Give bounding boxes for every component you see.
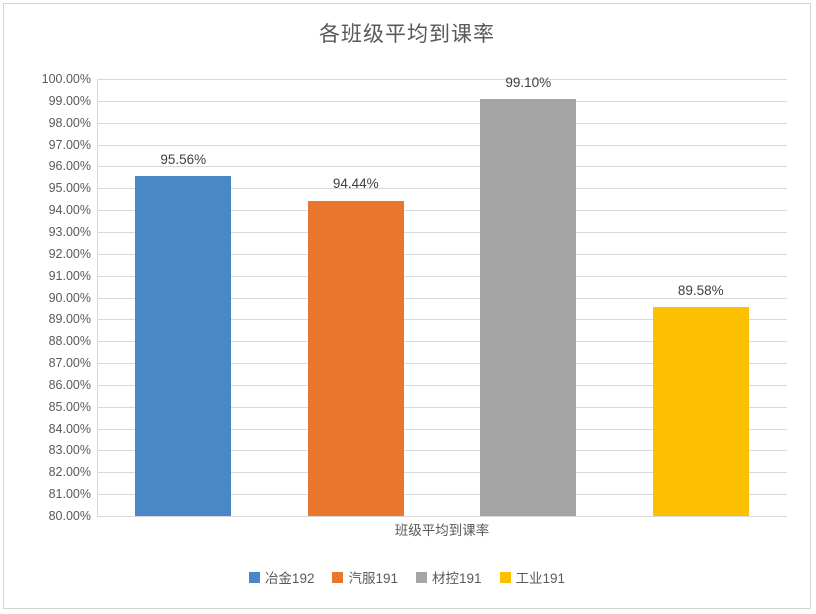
y-axis-tick-label: 81.00% xyxy=(48,487,91,502)
bar-value-label: 99.10% xyxy=(505,74,552,90)
gridline xyxy=(97,166,787,168)
y-axis-tick-label: 95.00% xyxy=(48,181,91,196)
y-axis-tick-label: 94.00% xyxy=(48,203,91,218)
chart-title: 各班级平均到课率 xyxy=(319,23,495,46)
legend-label: 工业191 xyxy=(515,571,566,586)
bar-value-label: 94.44% xyxy=(332,176,379,192)
bar[interactable] xyxy=(652,306,749,516)
legend-item[interactable]: 汽服191 xyxy=(332,567,398,587)
gridline xyxy=(97,188,787,190)
gridline xyxy=(97,428,787,430)
y-axis-tick-label: 88.00% xyxy=(48,334,91,349)
gridline xyxy=(97,319,787,321)
chart-legend: 冶金192 汽服191 材控191 工业191 xyxy=(4,567,810,587)
gridline xyxy=(97,144,787,146)
gridline xyxy=(97,516,787,517)
y-axis-tick-label: 97.00% xyxy=(48,137,91,152)
legend-item[interactable]: 工业191 xyxy=(499,567,566,587)
legend-item[interactable]: 材控191 xyxy=(416,567,482,587)
y-axis-tick-label: 84.00% xyxy=(48,421,91,436)
legend-swatch xyxy=(332,571,344,583)
legend-label: 汽服191 xyxy=(348,571,398,586)
y-axis-tick-label: 86.00% xyxy=(48,377,91,392)
y-axis-tick-label: 82.00% xyxy=(48,465,91,480)
gridline xyxy=(97,363,787,365)
bar-value-label: 95.56% xyxy=(160,152,207,167)
y-axis-tick-label: 98.00% xyxy=(48,115,91,130)
gridline xyxy=(97,253,787,255)
y-axis-tick-label: 83.00% xyxy=(48,443,91,458)
gridline xyxy=(97,341,787,343)
y-axis-tick-label: 92.00% xyxy=(48,246,91,261)
plot-area: 100.00% 99.00% 98.00% 97.00% 96.00% 95.00% 94.… xyxy=(42,72,787,523)
gridline xyxy=(97,406,787,408)
bar[interactable] xyxy=(480,98,577,516)
gridline xyxy=(97,100,787,102)
y-axis-tick-label: 85.00% xyxy=(48,399,91,414)
y-axis-tick-label: 90.00% xyxy=(48,290,91,305)
legend-item[interactable]: 冶金192 xyxy=(248,567,315,587)
legend-swatch xyxy=(416,571,427,583)
y-axis-tick-label: 99.00% xyxy=(48,93,91,108)
gridline xyxy=(97,210,787,212)
legend-label: 材控191 xyxy=(432,571,482,586)
legend-label: 冶金192 xyxy=(264,571,315,586)
legend-swatch xyxy=(248,571,260,583)
bar[interactable] xyxy=(307,200,404,516)
chart-container: 各班级平均到课率 100.00% 99.00% 98.00% 97.00% 96.00%… xyxy=(3,3,811,609)
gridline xyxy=(97,472,787,474)
gridline xyxy=(97,122,787,124)
y-axis-tick-label: 87.00% xyxy=(48,356,91,371)
bar[interactable] xyxy=(135,176,232,516)
gridline xyxy=(97,79,787,80)
y-axis-tick-label: 89.00% xyxy=(48,312,91,327)
y-axis-tick-label: 93.00% xyxy=(48,224,91,239)
gridline xyxy=(97,494,787,496)
bar-value-label: 89.58% xyxy=(677,282,724,298)
gridline xyxy=(97,384,787,386)
y-axis-tick-label: 100.00% xyxy=(41,72,91,86)
legend-swatch xyxy=(499,571,511,583)
gridline xyxy=(97,450,787,452)
gridline xyxy=(97,275,787,277)
gridline xyxy=(97,297,787,299)
y-axis-tick-label: 96.00% xyxy=(48,159,91,174)
y-axis-tick-label: 80.00% xyxy=(48,509,91,523)
gridline xyxy=(97,231,787,233)
y-axis-tick-label: 91.00% xyxy=(48,268,91,283)
x-axis-label: 班级平均到课率 xyxy=(394,523,490,538)
